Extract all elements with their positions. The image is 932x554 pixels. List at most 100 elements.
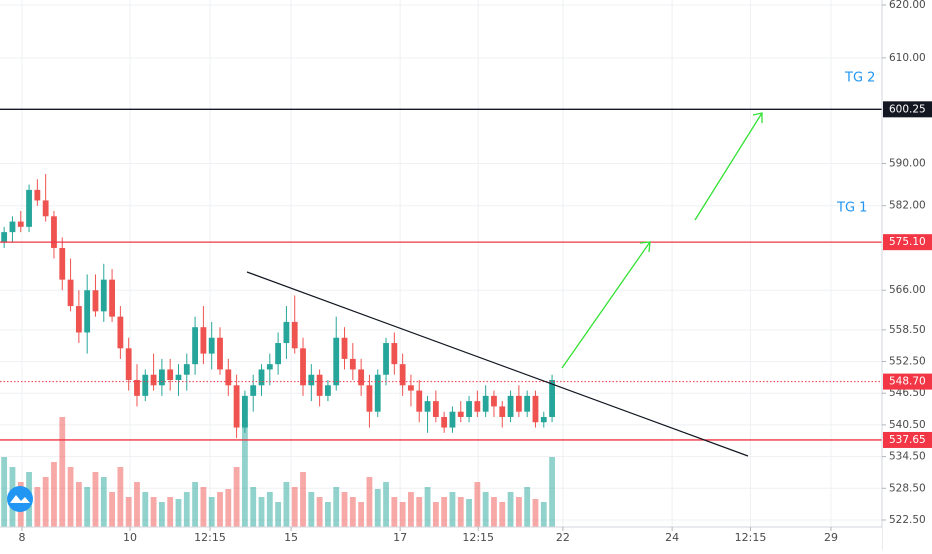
x-tick-label: 12:15 [194, 531, 226, 544]
volume-bar [101, 477, 107, 527]
candle-body [151, 375, 157, 386]
price-axis [882, 0, 932, 550]
volume-bar [1, 457, 7, 527]
candle-body [333, 338, 339, 386]
target-label: TG 1 [836, 201, 867, 216]
candle-body [134, 380, 140, 396]
y-tick-label: 566.00 [889, 284, 926, 296]
volume-bar [84, 487, 90, 527]
volume-bar [508, 492, 514, 527]
volume-bar [441, 497, 447, 527]
candle-body [499, 406, 505, 417]
candle-body [93, 290, 99, 311]
candle-body [416, 391, 422, 412]
volume-bar [391, 497, 397, 527]
candle-body [458, 412, 464, 417]
candle-body [109, 280, 115, 317]
volume-bar [416, 497, 422, 527]
y-tick-label: 522.50 [889, 514, 926, 526]
candle-body [350, 359, 356, 370]
candle-body [159, 369, 165, 385]
candle-body [26, 190, 32, 227]
volume-bar [516, 497, 522, 527]
x-tick-label: 12:15 [735, 531, 767, 544]
candle-body [10, 222, 16, 233]
x-tick-label: 22 [556, 531, 570, 544]
price-label: 537.65 [889, 434, 926, 446]
candle-body [68, 280, 74, 306]
candle-body [242, 396, 248, 428]
volume-bar [284, 482, 290, 527]
volume-bar [200, 487, 206, 527]
volume-bar [142, 492, 148, 527]
candle-body [408, 385, 414, 390]
candle-body [200, 327, 206, 353]
candle-body [441, 417, 447, 428]
volume-bar [93, 472, 99, 527]
candle-body [34, 190, 40, 201]
candle-body [491, 396, 497, 407]
volume-bar [367, 477, 373, 527]
volume-bar [524, 487, 530, 527]
candle-body [76, 306, 82, 332]
volume-bar [250, 487, 256, 527]
volume-bar [458, 497, 464, 527]
candle-body [259, 369, 265, 385]
candle-body [184, 364, 190, 375]
candle-body [317, 375, 323, 396]
candle-body [267, 364, 273, 369]
volume-bar [333, 487, 339, 527]
candle-body [483, 396, 489, 412]
candle-body [325, 385, 331, 396]
candle-body [300, 348, 306, 385]
y-tick-label: 534.50 [889, 451, 926, 463]
candle-body [342, 338, 348, 359]
candle-body [126, 348, 132, 380]
y-tick-label: 610.00 [889, 52, 926, 64]
candle-body [433, 401, 439, 417]
candle-body [292, 322, 298, 348]
volume-bar [491, 497, 497, 527]
y-tick-label: 552.50 [889, 356, 926, 368]
volume-bar [325, 502, 331, 527]
volume-bar [267, 492, 273, 527]
target-label: TG 2 [844, 71, 875, 86]
volume-bar [342, 492, 348, 527]
volume-bar [34, 487, 40, 527]
candle-body [18, 222, 24, 227]
volume-bar [499, 502, 505, 527]
candle-body [358, 369, 364, 385]
candle-body [308, 375, 314, 386]
candle-body [84, 290, 90, 332]
candle-body [117, 317, 123, 349]
volume-bar [483, 492, 489, 527]
volume-bar [167, 497, 173, 527]
volume-bar [209, 497, 215, 527]
x-tick-label: 10 [123, 531, 137, 544]
price-label: 548.70 [889, 376, 926, 388]
candle-body [474, 401, 480, 412]
volume-bar [259, 497, 265, 527]
candle-body [524, 396, 530, 412]
volume-bar [383, 482, 389, 527]
volume-bar [549, 457, 555, 527]
volume-bar [109, 492, 115, 527]
volume-bar [400, 502, 406, 527]
y-tick-label: 558.50 [889, 324, 926, 336]
volume-bar [51, 462, 57, 527]
volume-bar [76, 482, 82, 527]
y-tick-label: 528.50 [889, 482, 926, 494]
volume-bar [450, 492, 456, 527]
candle-body [167, 369, 173, 380]
x-tick-label: 8 [19, 531, 26, 544]
candle-body [275, 343, 281, 364]
volume-bar [474, 482, 480, 527]
candle-body [533, 396, 539, 422]
volume-bar [184, 492, 190, 527]
candle-body [209, 338, 215, 354]
candle-body [101, 280, 107, 312]
volume-bar [466, 499, 472, 527]
volume-bar [159, 502, 165, 527]
